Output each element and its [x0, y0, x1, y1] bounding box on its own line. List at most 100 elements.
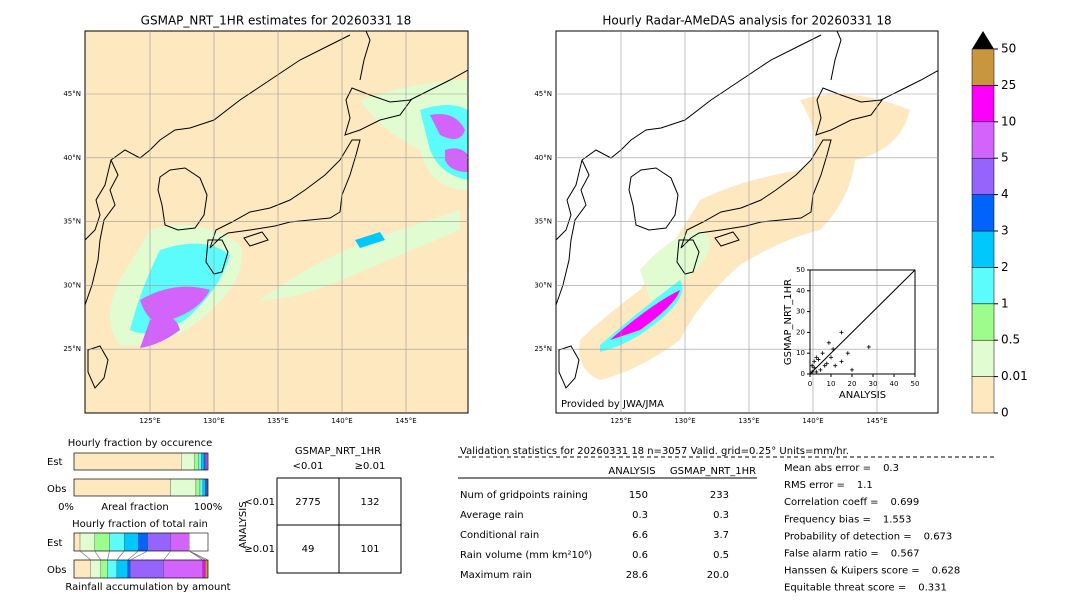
connector	[189, 550, 209, 561]
point	[833, 363, 838, 368]
colorbar-segment	[971, 157, 995, 195]
row-label: Obs	[47, 484, 66, 495]
y-axis-label: GSMAP_NRT_1HR	[783, 279, 794, 365]
fraction-segment	[124, 532, 139, 552]
point	[814, 355, 819, 360]
row-label: Obs	[47, 565, 66, 576]
lon-label: 140°E	[802, 417, 823, 425]
map-title: Hourly Radar-AMeDAS analysis for 2026033…	[602, 14, 891, 28]
point	[814, 369, 819, 374]
connector	[107, 550, 110, 561]
fraction-segment	[181, 452, 195, 471]
stat-value: 20.0	[707, 570, 729, 581]
colorbar-label: 25	[1001, 78, 1016, 92]
score-value: 0.567	[891, 549, 920, 560]
stat-value: 0.6	[632, 550, 648, 561]
bar-frame	[73, 532, 209, 552]
colorbar-segment	[971, 339, 995, 377]
stat-value: 3.7	[713, 530, 729, 541]
x-tick-label: 10	[827, 380, 836, 388]
point	[818, 367, 823, 372]
point	[845, 351, 850, 356]
lat-label: 45°N	[534, 90, 552, 98]
point	[810, 363, 815, 368]
score-name: Mean abs error =	[784, 463, 871, 474]
lon-label: 145°E	[395, 417, 416, 425]
fraction-segment	[79, 532, 95, 552]
colorbar-label: 0.5	[1001, 333, 1020, 347]
colorbar-segment	[971, 121, 995, 159]
colorbar-segment	[971, 303, 995, 341]
y-tick-label: 50	[796, 266, 805, 274]
point	[829, 355, 833, 360]
point	[822, 363, 827, 368]
connector	[130, 550, 148, 561]
y-tick-label: 20	[796, 328, 805, 336]
stat-value: 0.3	[632, 510, 648, 521]
score-name: RMS error =	[784, 480, 845, 491]
fraction-segment	[94, 532, 110, 552]
stat-value: 150	[629, 490, 648, 501]
fraction-segment	[116, 559, 128, 579]
fraction-segment	[203, 452, 206, 471]
score-value: 1.553	[883, 514, 912, 525]
point	[812, 365, 817, 370]
fraction-segment	[90, 559, 101, 579]
fraction-segment	[138, 532, 148, 552]
score-value: 0.673	[924, 531, 953, 542]
x-tick-label: 40	[890, 380, 899, 388]
lon-label: 140°E	[331, 417, 352, 425]
score-value: 0.628	[932, 566, 961, 577]
colorbar-label: 2	[1001, 260, 1009, 274]
credit: Provided by JWA/JMA	[561, 399, 664, 410]
bar-frame	[73, 452, 209, 471]
lat-label: 35°N	[63, 218, 81, 226]
point	[839, 330, 844, 335]
fraction-segment	[109, 532, 125, 552]
lat-label: 35°N	[534, 218, 552, 226]
cell: 132	[360, 497, 379, 508]
cell: 49	[302, 544, 315, 555]
point	[839, 359, 844, 364]
panel-title: Hourly fraction by occurence	[68, 438, 212, 449]
col-label: ≥0.01	[355, 461, 386, 472]
col-header: ANALYSIS	[608, 466, 655, 477]
stat-name: Rain volume (mm km²10⁶)	[460, 550, 592, 561]
colorbar-label: 4	[1001, 187, 1009, 201]
score-name: Correlation coeff =	[784, 497, 879, 508]
fraction-segment	[73, 532, 81, 552]
bar-frame	[73, 559, 209, 579]
fraction-segment	[163, 559, 203, 579]
score-name: False alarm ratio =	[784, 549, 879, 560]
fraction-segment	[170, 478, 197, 497]
fraction-segment	[199, 478, 203, 497]
lon-label: 125°E	[610, 417, 631, 425]
x-tick-label: 0	[808, 380, 812, 388]
colorbar-segment	[971, 267, 995, 305]
fraction-segment	[107, 559, 118, 579]
fraction-segment	[198, 452, 202, 471]
x-axis-label: ANALYSIS	[839, 390, 886, 401]
y-tick-label: 10	[796, 349, 805, 357]
colorbar-label: 3	[1001, 224, 1009, 238]
axis-label: Rainfall accumulation by amount	[65, 582, 230, 593]
point	[826, 340, 831, 345]
stat-value: 6.6	[632, 530, 648, 541]
lat-label: 40°N	[534, 154, 552, 162]
table-title: GSMAP_NRT_1HR	[295, 446, 381, 457]
col-label: <0.01	[293, 461, 324, 472]
score-value: 1.1	[857, 480, 873, 491]
lat-label: 25°N	[63, 345, 81, 353]
colorbar-label: 5	[1001, 151, 1009, 165]
colorbar-label: 50	[1001, 42, 1016, 56]
stats-header: Validation statistics for 20260331 18 n=…	[460, 446, 849, 457]
cell: 2775	[295, 497, 320, 508]
score-name: Frequency bias =	[784, 514, 871, 525]
score-value: 0.699	[891, 497, 920, 508]
point	[812, 359, 817, 364]
stat-name: Conditional rain	[460, 530, 539, 541]
lat-label: 40°N	[63, 154, 81, 162]
stat-name: Maximum rain	[460, 570, 532, 581]
lon-label: 125°E	[139, 417, 160, 425]
